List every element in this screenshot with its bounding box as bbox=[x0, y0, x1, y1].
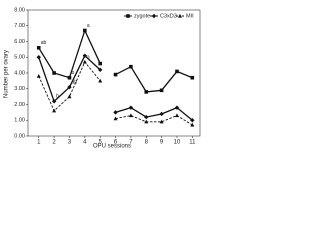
point bbox=[174, 113, 179, 118]
point bbox=[67, 84, 72, 90]
point bbox=[159, 111, 164, 117]
point bbox=[144, 90, 149, 94]
point bbox=[36, 73, 41, 78]
x-tick-label: 1 bbox=[37, 140, 41, 146]
legend-marker bbox=[178, 13, 182, 18]
y-tick-label: 7.00 bbox=[14, 23, 25, 29]
point bbox=[113, 72, 118, 77]
x-tick-label: 11 bbox=[189, 140, 196, 146]
series-line bbox=[115, 106, 193, 121]
point bbox=[144, 114, 149, 120]
x-tick-label: 3 bbox=[68, 140, 72, 146]
point bbox=[52, 108, 57, 113]
point bbox=[128, 113, 133, 118]
x-tick-label: 4 bbox=[83, 140, 87, 146]
point bbox=[190, 75, 195, 80]
point bbox=[67, 75, 72, 80]
point bbox=[98, 61, 102, 66]
point bbox=[36, 46, 41, 50]
chart: Number per ovary OPU sessions 0.00 1.00 2.… bbox=[4, 7, 201, 150]
series-line bbox=[115, 115, 193, 126]
point bbox=[82, 59, 87, 64]
point bbox=[175, 69, 179, 74]
point bbox=[51, 99, 57, 104]
y-axis-label: Number per ovary bbox=[4, 50, 10, 98]
legend-label: MII bbox=[186, 13, 194, 19]
y-tick-label: 8.00 bbox=[14, 7, 25, 13]
x-axis-label: OPU sessions bbox=[93, 144, 131, 150]
y-tick-label: 5.00 bbox=[14, 55, 25, 61]
point bbox=[36, 55, 41, 60]
point bbox=[190, 122, 195, 127]
annotation: b bbox=[71, 70, 74, 76]
series-line bbox=[38, 61, 101, 112]
y-tick-label: 0.00 bbox=[14, 133, 25, 139]
point bbox=[113, 116, 118, 121]
x-tick-label: 7 bbox=[129, 140, 133, 146]
y-tick-label: 3.00 bbox=[14, 86, 25, 92]
annotation: a bbox=[87, 23, 90, 29]
point bbox=[113, 110, 118, 115]
x-tick-label: 8 bbox=[145, 140, 149, 146]
point bbox=[67, 94, 72, 99]
annotation: a bbox=[87, 54, 90, 60]
legend-label: C3xD3 bbox=[160, 13, 177, 19]
point bbox=[83, 28, 87, 33]
point bbox=[98, 78, 103, 83]
x-tick-label: 10 bbox=[174, 140, 181, 146]
annotation: ab bbox=[71, 80, 77, 86]
point bbox=[159, 88, 164, 93]
legend-label: zygote bbox=[134, 13, 150, 19]
point bbox=[129, 64, 133, 69]
y-tick-label: 1.00 bbox=[14, 118, 25, 124]
point bbox=[144, 119, 149, 124]
annotation: ab bbox=[41, 40, 47, 46]
x-tick-label: 6 bbox=[114, 140, 118, 146]
series-line bbox=[38, 28, 101, 79]
x-tick-label: 5 bbox=[99, 140, 103, 146]
point bbox=[190, 118, 195, 123]
y-tick-label: 4.00 bbox=[14, 70, 25, 76]
point bbox=[97, 67, 103, 73]
point bbox=[82, 53, 88, 58]
x-tick-label: 9 bbox=[160, 140, 164, 146]
legend-marker bbox=[151, 13, 157, 19]
point bbox=[159, 119, 164, 124]
point bbox=[52, 71, 56, 75]
series-line bbox=[115, 65, 193, 93]
point bbox=[174, 105, 180, 110]
y-tick-label: 6.00 bbox=[14, 39, 25, 45]
legend-marker bbox=[126, 14, 130, 18]
x-tick-label: 2 bbox=[52, 140, 56, 146]
y-tick-label: 2.00 bbox=[14, 102, 25, 108]
annotation: b bbox=[56, 94, 59, 100]
point bbox=[128, 105, 134, 110]
